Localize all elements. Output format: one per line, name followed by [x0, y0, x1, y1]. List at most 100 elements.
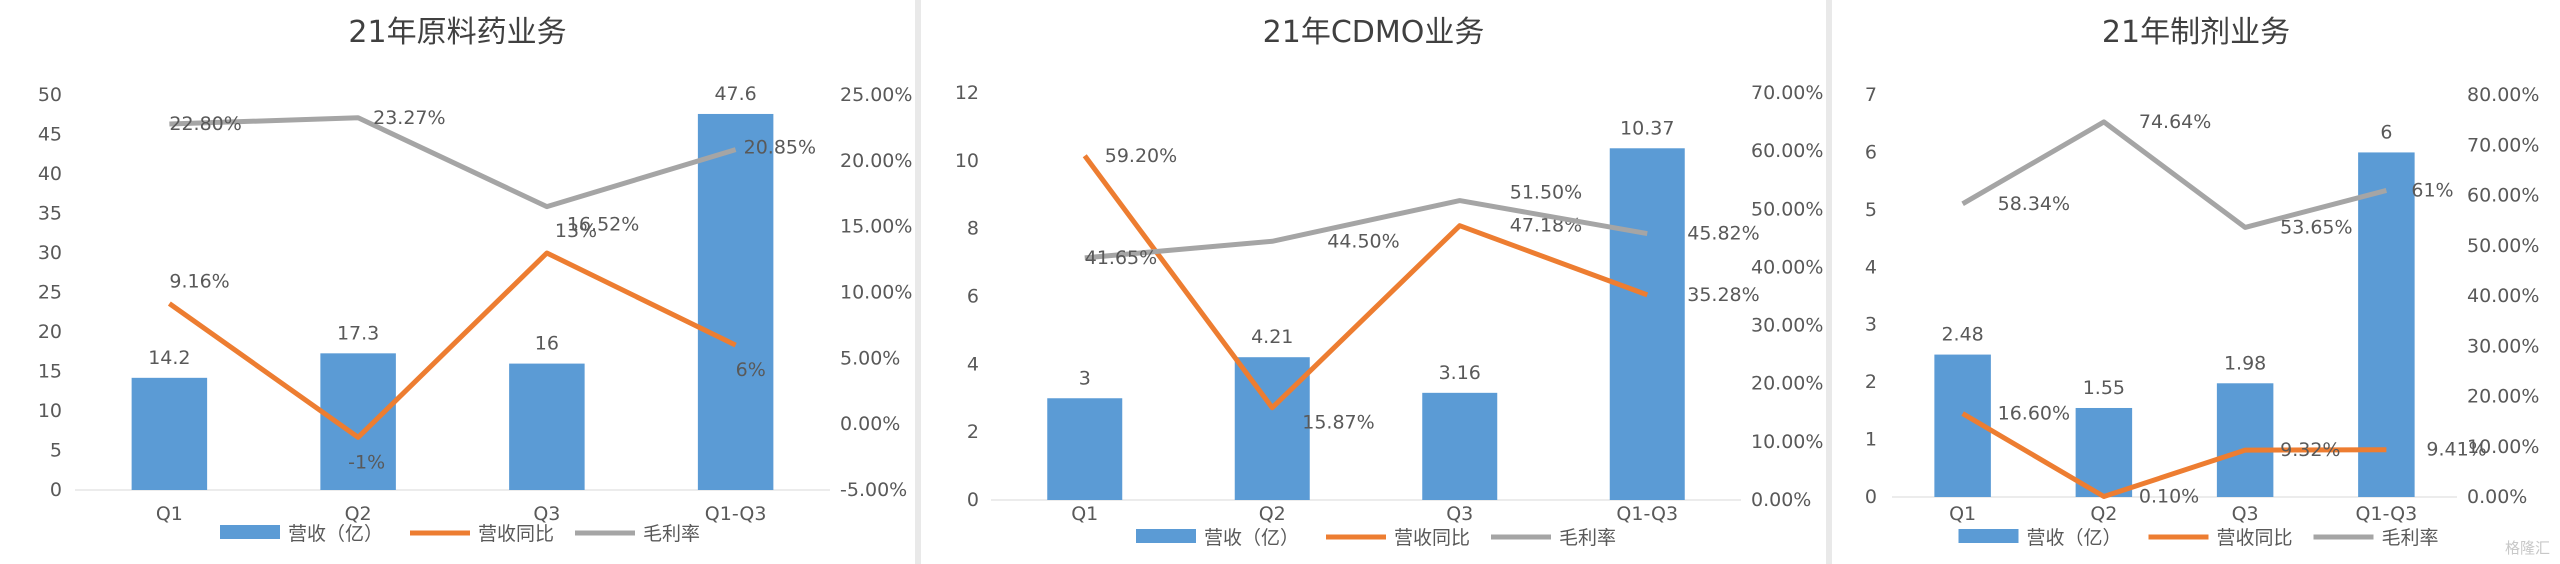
y-right-tick-label: 20.00%	[1751, 373, 1823, 395]
chart-panel-api: 21年原料药业务 0 5 10 15 20 25 30 35 40 45 50 -5.00% 0.00% 5…	[0, 0, 915, 564]
y-left-tick-label: 2	[967, 421, 979, 443]
y-left-tick-label: 35	[38, 203, 62, 225]
bar-data-label: 1.98	[2224, 352, 2266, 374]
x-tick-label: Q1	[156, 503, 183, 525]
y-left-tick-label: 20	[38, 321, 62, 343]
legend-item-yoy: 营收同比	[2148, 527, 2293, 549]
y-left-tick-label: 3	[1865, 314, 1877, 336]
chart-cdmo-business: 21年CDMO业务 0 2 4 6 8 10 12 0.00% 10.00% 20.00% 30.00…	[955, 15, 1824, 549]
y-right-tick-label: 0.00%	[2467, 486, 2527, 508]
bar	[697, 113, 774, 491]
y-left-tick-label: 2	[1865, 371, 1877, 393]
bar	[1234, 357, 1310, 500]
legend-label: 毛利率	[2382, 527, 2439, 549]
y-right-tick-label: 10.00%	[2467, 436, 2539, 458]
bar-data-label: 16	[535, 333, 559, 355]
line-data-label: 20.85%	[744, 137, 816, 159]
bar	[2075, 407, 2133, 497]
y-right-tick-label: 30.00%	[1751, 315, 1823, 337]
legend-label: 营收同比	[478, 523, 554, 545]
y-right-tick-label: 70.00%	[2467, 134, 2539, 156]
y-left-tick-label: 7	[1865, 84, 1877, 106]
y-right-tick-label: 40.00%	[1751, 256, 1823, 278]
chart-api-business: 21年原料药业务 0 5 10 15 20 25 30 35 40 45 50 -5.00% 0.00% 5…	[38, 15, 913, 545]
line-data-label: 15.87%	[1302, 412, 1374, 434]
y-right-tick-label: 20.00%	[840, 150, 912, 172]
y-left-tick-label: 0	[1865, 486, 1877, 508]
line-data-label: 23.27%	[373, 107, 445, 129]
y-left-tick-label: 40	[38, 163, 62, 185]
y-left-tick-label: 8	[967, 218, 979, 240]
line-data-label: 9.32%	[2280, 439, 2340, 461]
x-tick-label: Q3	[533, 503, 560, 525]
bar	[131, 377, 208, 490]
chart-title: 21年CDMO业务	[1263, 15, 1485, 50]
line-data-label: 41.65%	[1085, 247, 1157, 269]
y-right-tick-label: 60.00%	[2467, 185, 2539, 207]
line-data-label: 6%	[736, 359, 766, 381]
legend-swatch	[1136, 529, 1196, 543]
x-tick-label: Q1-Q3	[1616, 503, 1678, 525]
bar	[509, 363, 585, 490]
growth-line	[1961, 411, 2387, 499]
line-data-label: 9.41%	[2426, 439, 2486, 461]
bar	[1422, 392, 1498, 500]
legend-label: 营收（亿）	[2027, 527, 2122, 549]
y-right-tick-label: 40.00%	[2467, 285, 2539, 307]
bar	[2358, 152, 2415, 497]
y-right-tick-label: 0.00%	[1751, 489, 1811, 511]
y-left-tick-label: 12	[955, 82, 979, 104]
margin-line	[1961, 119, 2388, 230]
line-data-label: 16.60%	[1998, 403, 2070, 425]
legend-item-revenue: 营收（亿）	[1958, 527, 2122, 549]
y-right-tick-label: 10.00%	[840, 282, 912, 304]
y-left-tick-label: 10	[955, 150, 979, 172]
legend-label: 营收同比	[1394, 527, 1470, 549]
y-right-tick-label: 20.00%	[2467, 386, 2539, 408]
y-right-tick-label: 30.00%	[2467, 335, 2539, 357]
y-left-tick-label: 6	[1865, 141, 1877, 163]
chart-title: 21年制剂业务	[2102, 15, 2290, 50]
x-tick-label: Q1-Q3	[705, 503, 767, 525]
legend-item-margin: 毛利率	[1491, 527, 1616, 549]
line-data-label: 44.50%	[1327, 230, 1399, 252]
x-tick-label: Q2	[2090, 503, 2117, 525]
y-left-tick-label: 50	[38, 84, 62, 106]
chart-legend: 营收（亿） 营收同比 毛利率	[1136, 527, 1616, 549]
y-right-tick-label: 25.00%	[840, 84, 912, 106]
legend-label: 毛利率	[1559, 527, 1616, 549]
line-data-label: 53.65%	[2280, 216, 2352, 238]
y-right-tick-label: 50.00%	[2467, 235, 2539, 257]
bar	[1047, 398, 1123, 500]
line-data-label: 61%	[2411, 179, 2453, 201]
line-data-label: 59.20%	[1105, 145, 1177, 167]
chart-title: 21年原料药业务	[348, 15, 566, 50]
bar-data-label: 10.37	[1620, 117, 1674, 139]
y-left-tick-label: 4	[967, 353, 979, 375]
y-left-tick-label: 0	[50, 479, 62, 501]
line-data-label: 0.10%	[2139, 485, 2199, 507]
y-right-tick-label: 0.00%	[840, 413, 900, 435]
chart-legend: 营收（亿） 营收同比 毛利率	[1958, 527, 2439, 549]
legend-label: 毛利率	[643, 523, 700, 545]
x-tick-label: Q1-Q3	[2356, 503, 2418, 525]
x-tick-label: Q2	[345, 503, 372, 525]
bar-data-label: 3	[1079, 367, 1091, 389]
line-data-label: 35.28%	[1687, 284, 1759, 306]
bar-data-label: 6	[2380, 121, 2392, 143]
y-right-tick-label: -5.00%	[840, 479, 907, 501]
bar-data-label: 17.3	[337, 322, 379, 344]
growth-line	[167, 250, 737, 440]
y-right-tick-label: 10.00%	[1751, 431, 1823, 453]
legend-swatch	[1958, 529, 2019, 543]
line-data-label: 45.82%	[1687, 223, 1759, 245]
bar	[2216, 383, 2274, 497]
y-left-tick-label: 25	[38, 282, 62, 304]
y-right-tick-label: 70.00%	[1751, 82, 1823, 104]
y-right-tick-label: 60.00%	[1751, 140, 1823, 162]
legend-swatch	[220, 525, 280, 539]
y-left-tick-label: 4	[1865, 256, 1877, 278]
bar-data-label: 1.55	[2083, 377, 2125, 399]
chart-formulation-business: 21年制剂业务012345670.00%10.00%20.00%30.00%40…	[1865, 15, 2540, 549]
y-left-tick-label: 0	[967, 489, 979, 511]
